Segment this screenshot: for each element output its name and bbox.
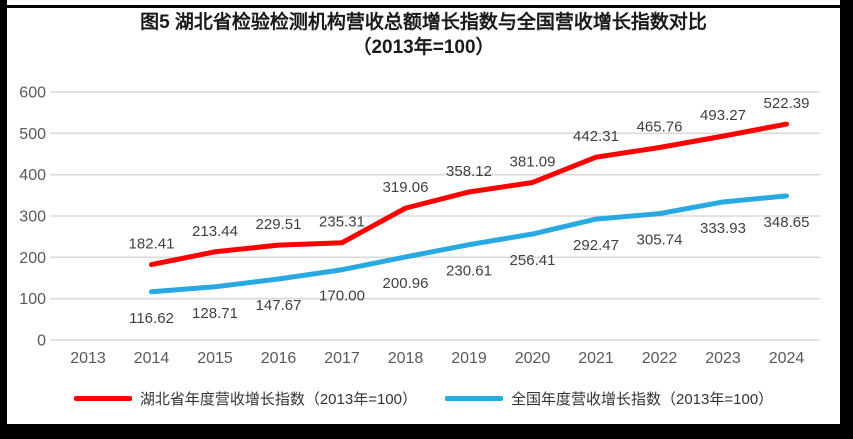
y-tick-label: 500	[19, 126, 46, 143]
data-label-series-0: 381.09	[510, 153, 556, 170]
chart-subtitle: （2013年=100）	[352, 37, 495, 58]
legend-label-national: 全国年度营收增长指数（2013年=100）	[511, 391, 774, 408]
x-tick-label: 2017	[324, 350, 360, 367]
x-tick-label: 2016	[261, 350, 297, 367]
x-tick-label: 2021	[578, 350, 614, 367]
y-tick-label: 0	[37, 333, 46, 350]
frame-border-right	[840, 0, 853, 439]
data-label-series-1: 292.47	[573, 237, 619, 254]
x-tick-label: 2020	[515, 350, 551, 367]
data-label-series-1: 305.74	[637, 232, 683, 249]
chart-legend: 湖北省年度营收增长指数（2013年=100） 全国年度营收增长指数（2013年=…	[10, 388, 837, 409]
chart-title: 图5 湖北省检验检测机构营收总额增长指数与全国营收增长指数对比	[140, 12, 707, 33]
series-line-0	[149, 121, 789, 268]
data-label-series-1: 333.93	[700, 220, 746, 237]
legend-item-national: 全国年度营收增长指数（2013年=100）	[445, 388, 773, 409]
data-label-series-0: 229.51	[256, 216, 302, 233]
data-label-series-1: 170.00	[319, 288, 365, 305]
x-tick-label: 2023	[705, 350, 741, 367]
data-label-series-1: 348.65	[764, 214, 810, 231]
x-tick-label: 2014	[134, 350, 170, 367]
x-tick-label: 2024	[769, 350, 805, 367]
data-label-series-1: 230.61	[446, 263, 492, 280]
y-tick-label: 400	[19, 167, 46, 184]
legend-swatch-national-line	[445, 396, 503, 401]
y-tick-label: 100	[19, 291, 46, 308]
frame-border-left	[0, 0, 7, 439]
data-label-series-1: 116.62	[129, 310, 174, 327]
data-label-series-0: 522.39	[764, 95, 810, 112]
frame-border-bottom	[0, 424, 853, 439]
data-label-series-0: 442.31	[573, 128, 619, 145]
x-tick-label: 2013	[70, 350, 106, 367]
legend-item-hubei: 湖北省年度营收增长指数（2013年=100）	[73, 388, 417, 409]
data-label-series-0: 358.12	[446, 163, 492, 180]
data-label-series-1: 128.71	[192, 305, 238, 322]
y-tick-label: 600	[19, 85, 46, 102]
data-label-series-0: 182.41	[129, 236, 175, 253]
x-tick-label: 2019	[451, 350, 487, 367]
data-label-series-0: 235.31	[319, 214, 365, 231]
series-line-1	[149, 193, 789, 295]
data-label-series-1: 147.67	[256, 297, 302, 314]
y-tick-label: 200	[19, 250, 46, 267]
data-label-series-0: 465.76	[637, 118, 683, 135]
legend-label-hubei: 湖北省年度营收增长指数（2013年=100）	[139, 391, 417, 408]
legend-swatch-hubei-line	[73, 396, 132, 401]
y-tick-label: 300	[19, 209, 46, 226]
x-tick-label: 2015	[197, 350, 233, 367]
x-tick-label: 2022	[642, 350, 678, 367]
data-label-series-1: 256.41	[510, 252, 556, 269]
data-label-series-1: 200.96	[383, 275, 429, 292]
data-label-series-0: 493.27	[700, 107, 746, 124]
chart-title-block: 图5 湖北省检验检测机构营收总额增长指数与全国营收增长指数对比 （2013年=1…	[20, 10, 827, 60]
data-label-series-0: 213.44	[192, 223, 238, 240]
x-tick-label: 2018	[388, 350, 424, 367]
frame-border-top	[0, 5, 853, 8]
data-label-series-0: 319.06	[383, 179, 429, 196]
